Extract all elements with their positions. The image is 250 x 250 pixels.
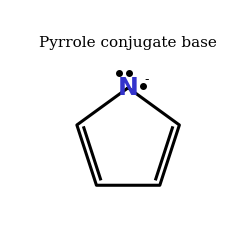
- Text: Pyrrole conjugate base: Pyrrole conjugate base: [39, 36, 217, 50]
- Text: N: N: [118, 76, 139, 100]
- Text: -: -: [144, 72, 149, 86]
